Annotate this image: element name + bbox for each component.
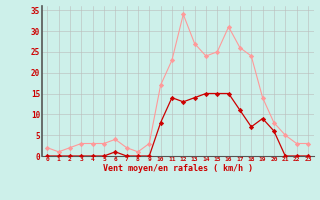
X-axis label: Vent moyen/en rafales ( km/h ): Vent moyen/en rafales ( km/h ) bbox=[103, 164, 252, 173]
